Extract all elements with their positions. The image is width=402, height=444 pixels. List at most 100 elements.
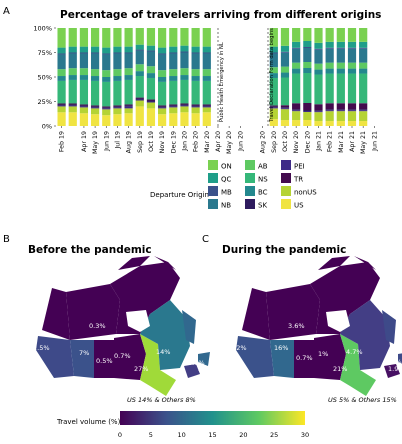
bar-segment-qc [336, 41, 345, 48]
bar-segment-nonus [124, 108, 133, 114]
bar-segment-pei [90, 107, 100, 109]
bar-segment-pei [280, 108, 290, 110]
bar-segment-tr [292, 103, 301, 110]
bar-segment-tr [124, 104, 133, 106]
bar-segment-mb [146, 50, 156, 52]
bar-segment-nonus [202, 107, 211, 113]
bar-segment-qc [57, 47, 66, 54]
bar-segment-ab [90, 69, 100, 77]
bar-segment-us [158, 114, 167, 126]
bar-segment-ns [124, 79, 133, 105]
bar-segment-sk [202, 105, 211, 107]
event-lines [217, 28, 269, 126]
bar-segment-nonus [68, 106, 77, 113]
bar-segment-ns [146, 77, 156, 100]
bar-segment-tr [303, 103, 312, 110]
bar-segment-ns [280, 77, 290, 106]
bar-segment-nonus [180, 106, 189, 113]
bar-segment-sk [135, 98, 144, 100]
maritimes-region [384, 364, 400, 378]
bar-segment-ab [169, 69, 178, 77]
bar-segment-nb [280, 52, 290, 67]
bar-segment-ab [347, 62, 357, 69]
x-tick-label: Nov 20 [293, 131, 300, 153]
bar-segment-tr [347, 103, 357, 110]
bar-segment-us [359, 121, 368, 126]
bar-segment-ab [280, 66, 290, 73]
map-c-label-8: 1.9% [388, 365, 402, 373]
x-tick-label: Sep 20 [271, 131, 278, 153]
bar-segment-qc [90, 46, 100, 53]
x-tick-label: Apr 21 [349, 131, 356, 152]
legend-title: Departure Origin [150, 191, 209, 199]
bar-segment-on [336, 28, 345, 42]
hudson-bay [326, 310, 350, 332]
bar-segment-sk [280, 107, 290, 109]
legend-label-nonus: nonUS [294, 189, 317, 197]
bar-segment-bc [359, 68, 368, 74]
bar-segment-ab [303, 62, 312, 68]
bar-segment-sk [314, 110, 323, 112]
bar-segment-bc [314, 69, 323, 75]
bar-segment-bc [124, 75, 133, 80]
bar-segment-ab [191, 69, 200, 77]
legend-key-qc [208, 173, 218, 183]
bar-segment-on [146, 28, 156, 46]
bar-segment-pei [57, 105, 66, 107]
bar-segment-us [113, 114, 122, 126]
bar-segment-qc [359, 41, 368, 48]
stacked-bars [57, 28, 368, 126]
colorbar-tick-label: 10 [178, 431, 186, 439]
bar-segment-ns [102, 81, 111, 107]
bar-segment-ab [158, 70, 167, 77]
bar-segment-ab [135, 64, 144, 72]
bar-segment-tr [113, 105, 122, 107]
bar-segment-pei [68, 105, 77, 107]
bar-segment-on [180, 28, 189, 46]
bar-segment-sk [180, 104, 189, 106]
bar-segment-qc [135, 44, 144, 50]
bar-segment-mb [113, 52, 122, 54]
x-tick-label: Aug 20 [260, 131, 267, 153]
bar-segment-sk [191, 105, 200, 107]
bar-segment-ab [102, 70, 111, 77]
x-tick-label: Jun 21 [371, 131, 378, 152]
bar-segment-on [90, 28, 100, 47]
bar-segment-ns [359, 73, 368, 104]
colorbar-tick-label: 30 [301, 431, 309, 439]
legend: ON QC MB NB AB NS BC SK PEI TR nonUS US [208, 160, 317, 210]
bar-segment-tr [146, 99, 156, 101]
legend-key-nonus [281, 186, 291, 196]
bar-segment-qc [169, 46, 178, 53]
mb-region [114, 334, 146, 380]
bar-segment-nb [347, 48, 357, 63]
bar-segment-nb [359, 48, 368, 63]
x-tick-label: May 20 [226, 131, 233, 154]
bar-segment-ns [314, 74, 323, 105]
bar-segment-ns [169, 80, 178, 105]
bar-segment-us [68, 112, 77, 126]
bar-segment-us [180, 112, 189, 126]
bar-segment-pei [191, 106, 200, 108]
bar-segment-mb [336, 47, 345, 49]
bar-segment-tr [359, 103, 368, 110]
colorbar-tick-label: 15 [208, 431, 216, 439]
legend-key-mb [208, 186, 218, 196]
legend-key-bc [245, 186, 255, 196]
bar-segment-sk [292, 109, 301, 111]
bar-segment-qc [303, 41, 312, 47]
bar-segment-on [79, 28, 89, 47]
bar-segment-nb [79, 53, 89, 69]
bar-segment-on [314, 28, 323, 43]
x-tick-label: Dec 20 [304, 131, 311, 153]
bar-segment-on [325, 28, 334, 42]
bar-segment-sk [325, 109, 334, 111]
bar-segment-sk [90, 106, 100, 108]
map-before [36, 256, 210, 396]
bar-segment-pei [269, 107, 278, 109]
bar-segment-ab [113, 69, 122, 77]
bar-segment-pei [359, 110, 368, 112]
bar-segment-pei [102, 108, 111, 110]
bar-segment-nonus [102, 109, 111, 116]
map-b-label-5: 14% [156, 348, 170, 356]
